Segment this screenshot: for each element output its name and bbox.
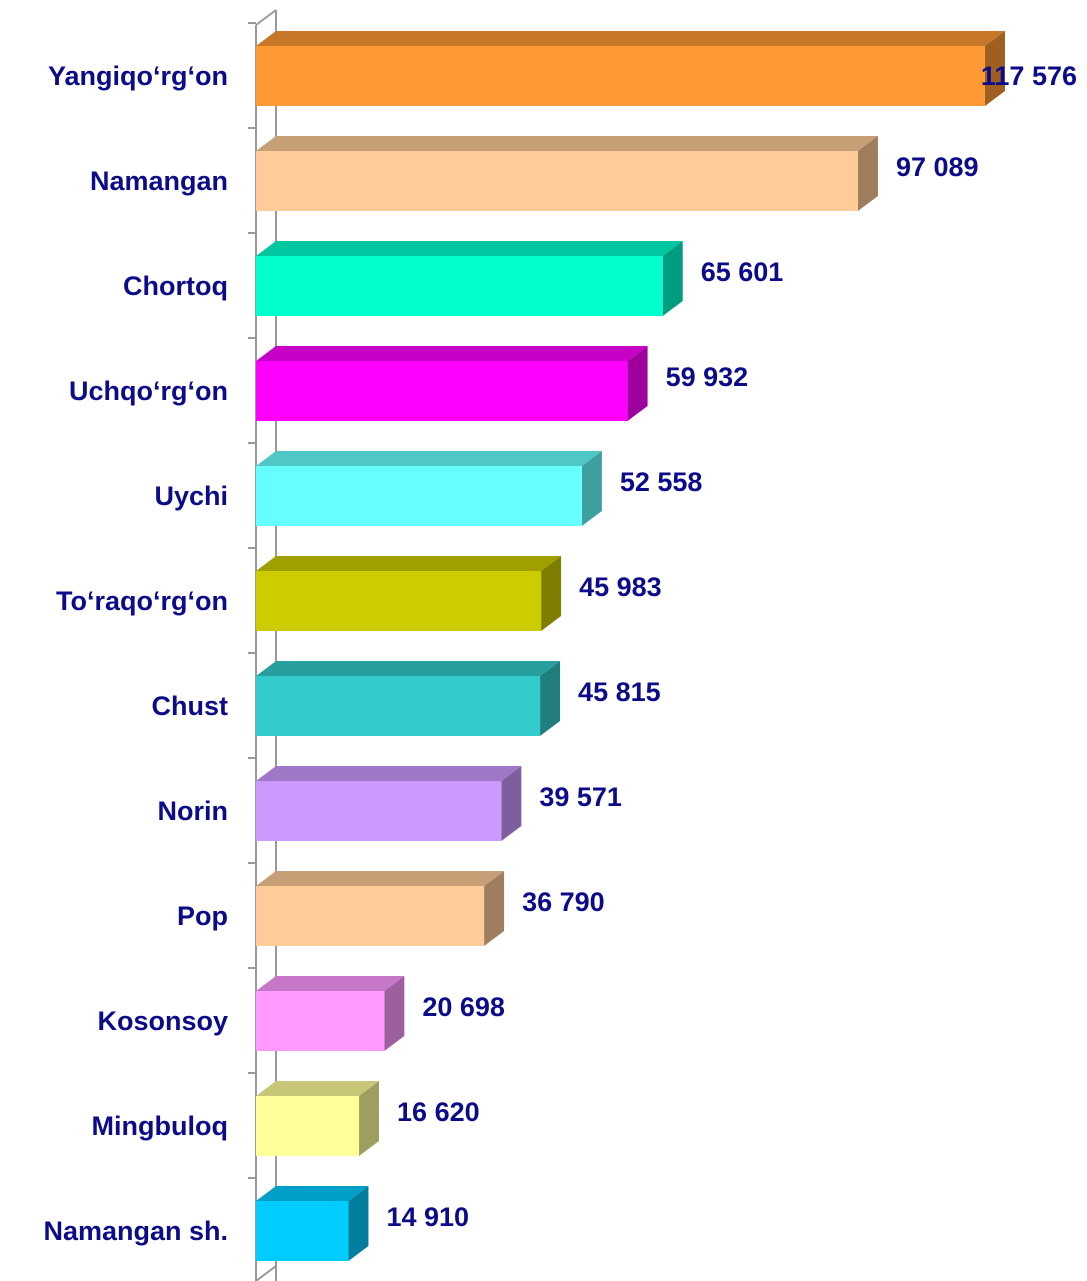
value-label: 20 698: [422, 992, 505, 1022]
bar-side: [662, 241, 683, 316]
bar-top: [256, 871, 505, 886]
bar-side: [627, 346, 648, 421]
value-label: 97 089: [896, 152, 979, 182]
value-label: 39 571: [539, 782, 622, 812]
bar-top: [256, 1081, 380, 1096]
value-label: 45 815: [578, 677, 661, 707]
bar-side: [501, 766, 522, 841]
value-label: 117 576: [981, 61, 1077, 91]
category-label: Yangiqo‘rg‘on: [48, 61, 228, 91]
category-label: To‘raqo‘rg‘on: [56, 586, 228, 616]
value-label: 52 558: [620, 467, 703, 497]
bar: [256, 781, 502, 841]
bar-side: [984, 31, 1005, 106]
value-label: 14 910: [386, 1202, 469, 1232]
category-label: Namangan: [90, 166, 228, 196]
bar-top: [256, 451, 602, 466]
bar: [256, 991, 385, 1051]
bar-top: [256, 346, 648, 361]
bar-top: [256, 766, 522, 781]
bar-side: [541, 556, 562, 631]
category-label: Chust: [152, 691, 229, 721]
bar-top: [256, 136, 878, 151]
bar-side: [540, 661, 561, 736]
bar: [256, 466, 582, 526]
category-label: Chortoq: [123, 271, 228, 301]
bar-top: [256, 31, 1005, 46]
value-label: 45 983: [579, 572, 662, 602]
bar: [256, 361, 628, 421]
bar-side: [484, 871, 505, 946]
bar: [256, 151, 858, 211]
bar-side: [348, 1186, 369, 1261]
bar: [256, 1096, 360, 1156]
bar: [256, 46, 985, 106]
bar-side: [857, 136, 878, 211]
bar-side: [384, 976, 405, 1051]
category-label: Norin: [158, 796, 229, 826]
bar-side: [359, 1081, 380, 1156]
bar: [256, 571, 542, 631]
bar-top: [256, 556, 562, 571]
bar-top: [256, 241, 683, 256]
bar-side: [581, 451, 602, 526]
category-label: Uychi: [154, 481, 228, 511]
bar: [256, 676, 541, 736]
category-label: Uchqo‘rg‘on: [69, 376, 228, 406]
bar: [256, 886, 485, 946]
category-label: Mingbuloq: [92, 1111, 228, 1141]
bar: [256, 256, 663, 316]
category-label: Namangan sh.: [43, 1216, 228, 1246]
value-label: 36 790: [522, 887, 605, 917]
bar: [256, 1201, 349, 1261]
value-label: 65 601: [701, 257, 784, 287]
bar-top: [256, 661, 561, 676]
value-label: 16 620: [397, 1097, 480, 1127]
category-label: Kosonsoy: [97, 1006, 228, 1036]
bar-top: [256, 1186, 369, 1201]
value-label: 59 932: [666, 362, 749, 392]
category-label: Pop: [177, 901, 228, 931]
bar-top: [256, 976, 405, 991]
